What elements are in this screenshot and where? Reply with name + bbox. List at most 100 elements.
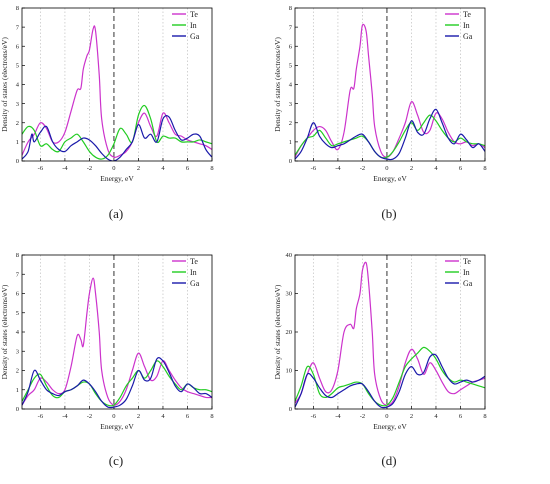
x-tick-label: 0: [112, 165, 115, 172]
x-tick-label: 2: [410, 413, 413, 420]
y-tick-label: 0: [16, 158, 19, 165]
series-line-te: [22, 25, 212, 159]
y-tick-label: 30: [286, 291, 293, 298]
x-axis-label: Energy, eV: [100, 174, 134, 183]
legend-label-in: In: [463, 21, 470, 30]
x-tick-label: -4: [62, 413, 68, 420]
y-tick-label: 6: [16, 291, 20, 298]
y-tick-label: 6: [289, 43, 293, 50]
series-line-in: [22, 360, 212, 407]
legend-label-te: Te: [463, 257, 471, 266]
x-tick-label: 0: [112, 413, 115, 420]
series-group: [295, 23, 485, 161]
x-tick-label: 4: [434, 413, 438, 420]
x-tick-label: -6: [311, 165, 317, 172]
series-line-ga: [295, 108, 485, 161]
legend-label-ga: Ga: [463, 32, 473, 41]
panel-label: (d): [381, 453, 396, 468]
panel-label: (a): [109, 206, 123, 221]
y-tick-label: 3: [16, 348, 19, 355]
legend-label-in: In: [190, 268, 197, 277]
x-tick-label: -6: [311, 413, 317, 420]
plot-frame: [21, 7, 213, 162]
y-tick-label: 7: [289, 24, 293, 31]
series-group: [295, 261, 485, 409]
series-line-in: [295, 114, 485, 159]
y-tick-label: 8: [16, 252, 19, 259]
x-tick-label: -6: [38, 165, 44, 172]
y-tick-label: 7: [16, 271, 20, 278]
x-tick-label: 0: [385, 413, 388, 420]
plot-frame: [21, 254, 213, 410]
x-tick-label: 2: [137, 413, 140, 420]
x-tick-label: 2: [410, 165, 413, 172]
series-line-ga: [22, 115, 212, 161]
series-line-te: [295, 261, 485, 406]
y-tick-label: 5: [16, 63, 19, 70]
chart-panel-c: -6 -4 -2 0 2 4 6 8 0 1 2 3 4 5 6 7 8 Te In Ga Energy, eV Dens…: [0, 252, 214, 468]
x-tick-label: 6: [459, 165, 463, 172]
legend-label-in: In: [463, 268, 470, 277]
x-tick-label: 6: [186, 165, 190, 172]
legend-label-ga: Ga: [190, 279, 200, 288]
x-tick-label: 6: [186, 413, 190, 420]
x-tick-label: 2: [137, 165, 140, 172]
y-tick-label: 2: [16, 120, 19, 127]
x-tick-label: 8: [483, 413, 486, 420]
x-tick-label: 4: [434, 165, 438, 172]
series-line-te: [22, 277, 212, 406]
x-tick-label: 6: [459, 413, 463, 420]
x-tick-label: 8: [483, 165, 486, 172]
legend-label-ga: Ga: [190, 32, 200, 41]
y-tick-label: 20: [286, 329, 293, 336]
y-tick-label: 3: [16, 101, 19, 108]
x-tick-label: -4: [335, 165, 341, 172]
y-axis-label: Density of states (electrons/eV): [273, 37, 282, 132]
x-tick-label: 0: [385, 165, 388, 172]
chart-panel-b: -6 -4 -2 0 2 4 6 8 0 1 2 3 4 5 6 7 8 Te In Ga Energy, eV Dens…: [273, 5, 487, 221]
series-line-in: [295, 346, 485, 407]
x-tick-label: 8: [210, 165, 213, 172]
x-tick-label: -2: [87, 165, 92, 172]
y-tick-label: 5: [16, 310, 19, 317]
y-tick-label: 0: [289, 406, 292, 413]
x-tick-label: 4: [161, 413, 165, 420]
x-tick-label: 4: [161, 165, 165, 172]
plot-frame: [294, 7, 486, 162]
y-tick-label: 0: [289, 158, 292, 165]
y-tick-label: 40: [286, 252, 293, 259]
y-tick-label: 4: [289, 82, 293, 89]
legend-label-te: Te: [190, 10, 198, 19]
y-tick-label: 2: [16, 368, 19, 375]
x-tick-label: -2: [360, 413, 365, 420]
series-line-ga: [22, 357, 212, 409]
x-tick-label: -6: [38, 413, 44, 420]
x-axis-label: Energy, eV: [373, 422, 407, 431]
y-tick-label: 8: [16, 5, 19, 12]
series-line-ga: [295, 353, 485, 409]
y-tick-label: 2: [289, 120, 292, 127]
y-axis-label: Density of states (electrons/eV): [0, 37, 9, 132]
series-group: [22, 277, 212, 409]
x-tick-label: -2: [360, 165, 365, 172]
y-axis-label: Density of states (electrons/eV): [273, 284, 282, 379]
x-axis-label: Energy, eV: [100, 422, 134, 431]
y-tick-label: 4: [16, 329, 20, 336]
x-tick-label: -4: [62, 165, 68, 172]
legend-label-te: Te: [463, 10, 471, 19]
y-tick-label: 6: [16, 43, 20, 50]
series-line-te: [295, 23, 485, 158]
y-tick-label: 5: [289, 63, 292, 70]
y-tick-label: 10: [286, 368, 293, 375]
chart-panel-a: -6 -4 -2 0 2 4 6 8 0 1 2 3 4 5 6 7 8 Te In Ga Energy, eV Dens…: [0, 5, 214, 221]
x-axis-label: Energy, eV: [373, 174, 407, 183]
legend-label-ga: Ga: [463, 279, 473, 288]
x-tick-label: -4: [335, 413, 341, 420]
y-axis-label: Density of states (electrons/eV): [0, 284, 9, 379]
legend-label-te: Te: [190, 257, 198, 266]
y-tick-label: 1: [16, 139, 19, 146]
y-tick-label: 7: [16, 24, 20, 31]
panel-label: (c): [109, 453, 123, 468]
x-tick-label: 8: [210, 413, 213, 420]
